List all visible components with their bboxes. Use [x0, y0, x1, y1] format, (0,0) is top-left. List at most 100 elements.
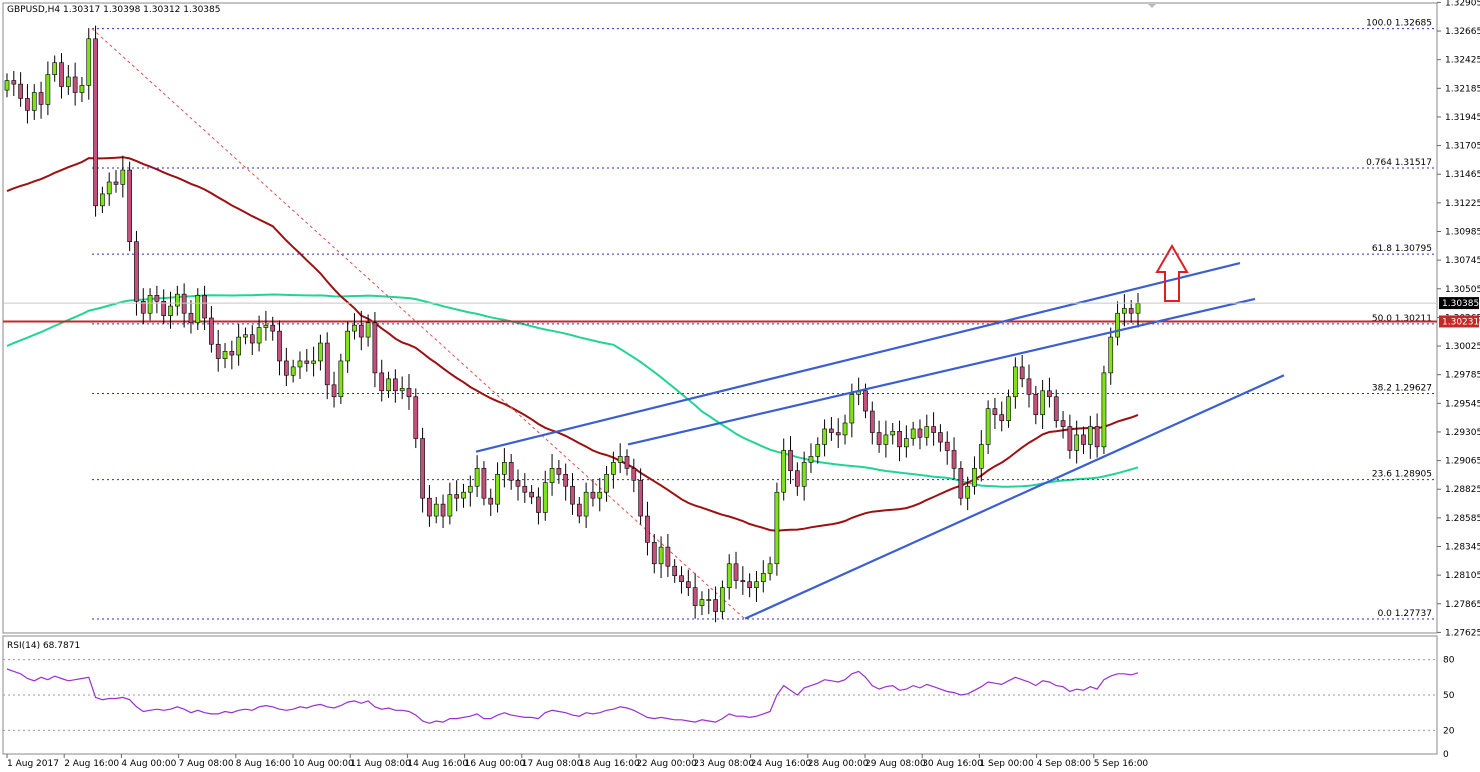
bull-candle [1087, 426, 1093, 445]
bear-candle [1081, 434, 1086, 445]
bear-candle [215, 343, 221, 359]
bear-candle [454, 494, 460, 499]
bull-candle [495, 474, 500, 505]
bear-candle [733, 563, 739, 581]
bear-candle [393, 378, 398, 392]
price-tick-label: 1.28825 [1445, 485, 1480, 495]
rsi-indicator: 80 50 20 0 [3, 656, 1455, 760]
trend-line [744, 374, 1285, 620]
bear-candle [958, 468, 964, 499]
bull-candle [100, 193, 105, 207]
bear-candle [420, 438, 425, 499]
bull-candle [720, 587, 725, 612]
trend-line [627, 297, 1256, 446]
bull-candle [311, 360, 316, 364]
bull-candle [924, 426, 930, 438]
price-tick-label: 1.28345 [1445, 542, 1480, 552]
price-tick-label: 1.28585 [1445, 514, 1480, 524]
bear-candle [679, 575, 684, 582]
bull-candle [352, 324, 357, 332]
bear-candle [631, 468, 637, 481]
bear-candle [1053, 396, 1059, 421]
time-tick-label: 5 Sep 16:00 [1094, 759, 1149, 769]
rsi-tick-label: 80 [1443, 656, 1455, 666]
rsi-line [6, 668, 1139, 724]
bull-candle [318, 342, 323, 362]
bear-candle [127, 169, 132, 242]
bull-candle [290, 366, 296, 376]
bull-candle [972, 468, 977, 487]
time-axis: 1 Aug 2017 2 Aug 16:00 4 Aug 00:00 7 Aug 08… [6, 754, 1149, 769]
bear-candle [1047, 390, 1052, 398]
bear-candle [1019, 366, 1025, 380]
bull-candle [474, 468, 480, 487]
bear-candle [161, 300, 167, 316]
shift-marker-icon[interactable] [1148, 4, 1156, 8]
price-tick-label: 1.32185 [1445, 84, 1480, 94]
bull-candle [502, 462, 507, 475]
bear-candle [556, 468, 562, 475]
bear-candle [1094, 426, 1100, 448]
bear-candle [951, 450, 957, 469]
bear-candle [863, 390, 868, 412]
time-tick-label: 29 Aug 08:00 [865, 759, 926, 769]
price-tick-label: 1.31465 [1445, 170, 1480, 180]
bear-candle [372, 322, 378, 374]
bull-candle [52, 62, 58, 75]
bull-candle [147, 295, 153, 314]
bull-candle [1040, 390, 1045, 415]
fib-level-label: 23.6 1.28905 [1372, 470, 1432, 480]
price-tick-label: 1.29065 [1445, 457, 1480, 467]
price-tick-label: 1.31945 [1445, 113, 1480, 123]
bull-candle [447, 494, 453, 517]
fib-level-label: 38.2 1.29627 [1372, 384, 1432, 394]
bull-candle [263, 324, 269, 328]
time-tick-label: 4 Sep 08:00 [1037, 759, 1092, 769]
time-tick-label: 11 Aug 08:00 [350, 759, 411, 769]
current-price-box [1439, 297, 1479, 310]
bear-candle [379, 372, 385, 392]
bear-candle [829, 428, 834, 433]
bear-candle [1060, 420, 1066, 427]
bear-candle [249, 334, 255, 344]
time-tick-label: 7 Aug 08:00 [179, 759, 234, 769]
bear-candle [59, 62, 64, 87]
price-tick-label: 1.29545 [1445, 399, 1480, 409]
bear-candle [563, 474, 569, 487]
price-tick-label: 1.27865 [1445, 600, 1480, 610]
bull-candle [1115, 312, 1120, 338]
bull-candle [883, 434, 889, 445]
price-tick-label: 1.30505 [1445, 285, 1480, 295]
bull-candle [168, 305, 173, 316]
time-tick-label: 24 Aug 16:00 [751, 759, 812, 769]
time-tick-label: 10 Aug 00:00 [293, 759, 354, 769]
bear-candle [590, 491, 596, 499]
rsi-tick-label: 20 [1443, 726, 1455, 736]
bull-candle [760, 573, 766, 582]
bear-candle [624, 456, 630, 469]
bull-candle [985, 408, 991, 445]
bear-candle [209, 317, 214, 345]
bear-candle [944, 441, 950, 451]
bull-candle [1122, 308, 1127, 314]
bull-candle [365, 322, 371, 338]
bear-candle [897, 431, 902, 448]
resistance-price-label: 1.30231 [1442, 317, 1479, 327]
bear-candle [413, 396, 419, 439]
bull-candle [801, 462, 807, 487]
bull-candle [106, 181, 112, 195]
up-arrow-icon [1155, 243, 1189, 302]
bull-candle [1074, 434, 1080, 451]
bear-candle [25, 98, 30, 111]
time-tick-label: 28 Aug 00:00 [808, 759, 869, 769]
bear-candle [154, 295, 160, 302]
bull-candle [754, 581, 759, 588]
bear-candle [1128, 308, 1134, 314]
bear-candle [488, 497, 494, 505]
time-tick-label: 16 Aug 00:00 [465, 759, 526, 769]
bear-candle [713, 599, 718, 612]
bear-candle [134, 241, 139, 302]
bear-candle [529, 491, 534, 498]
bear-candle [358, 324, 364, 338]
